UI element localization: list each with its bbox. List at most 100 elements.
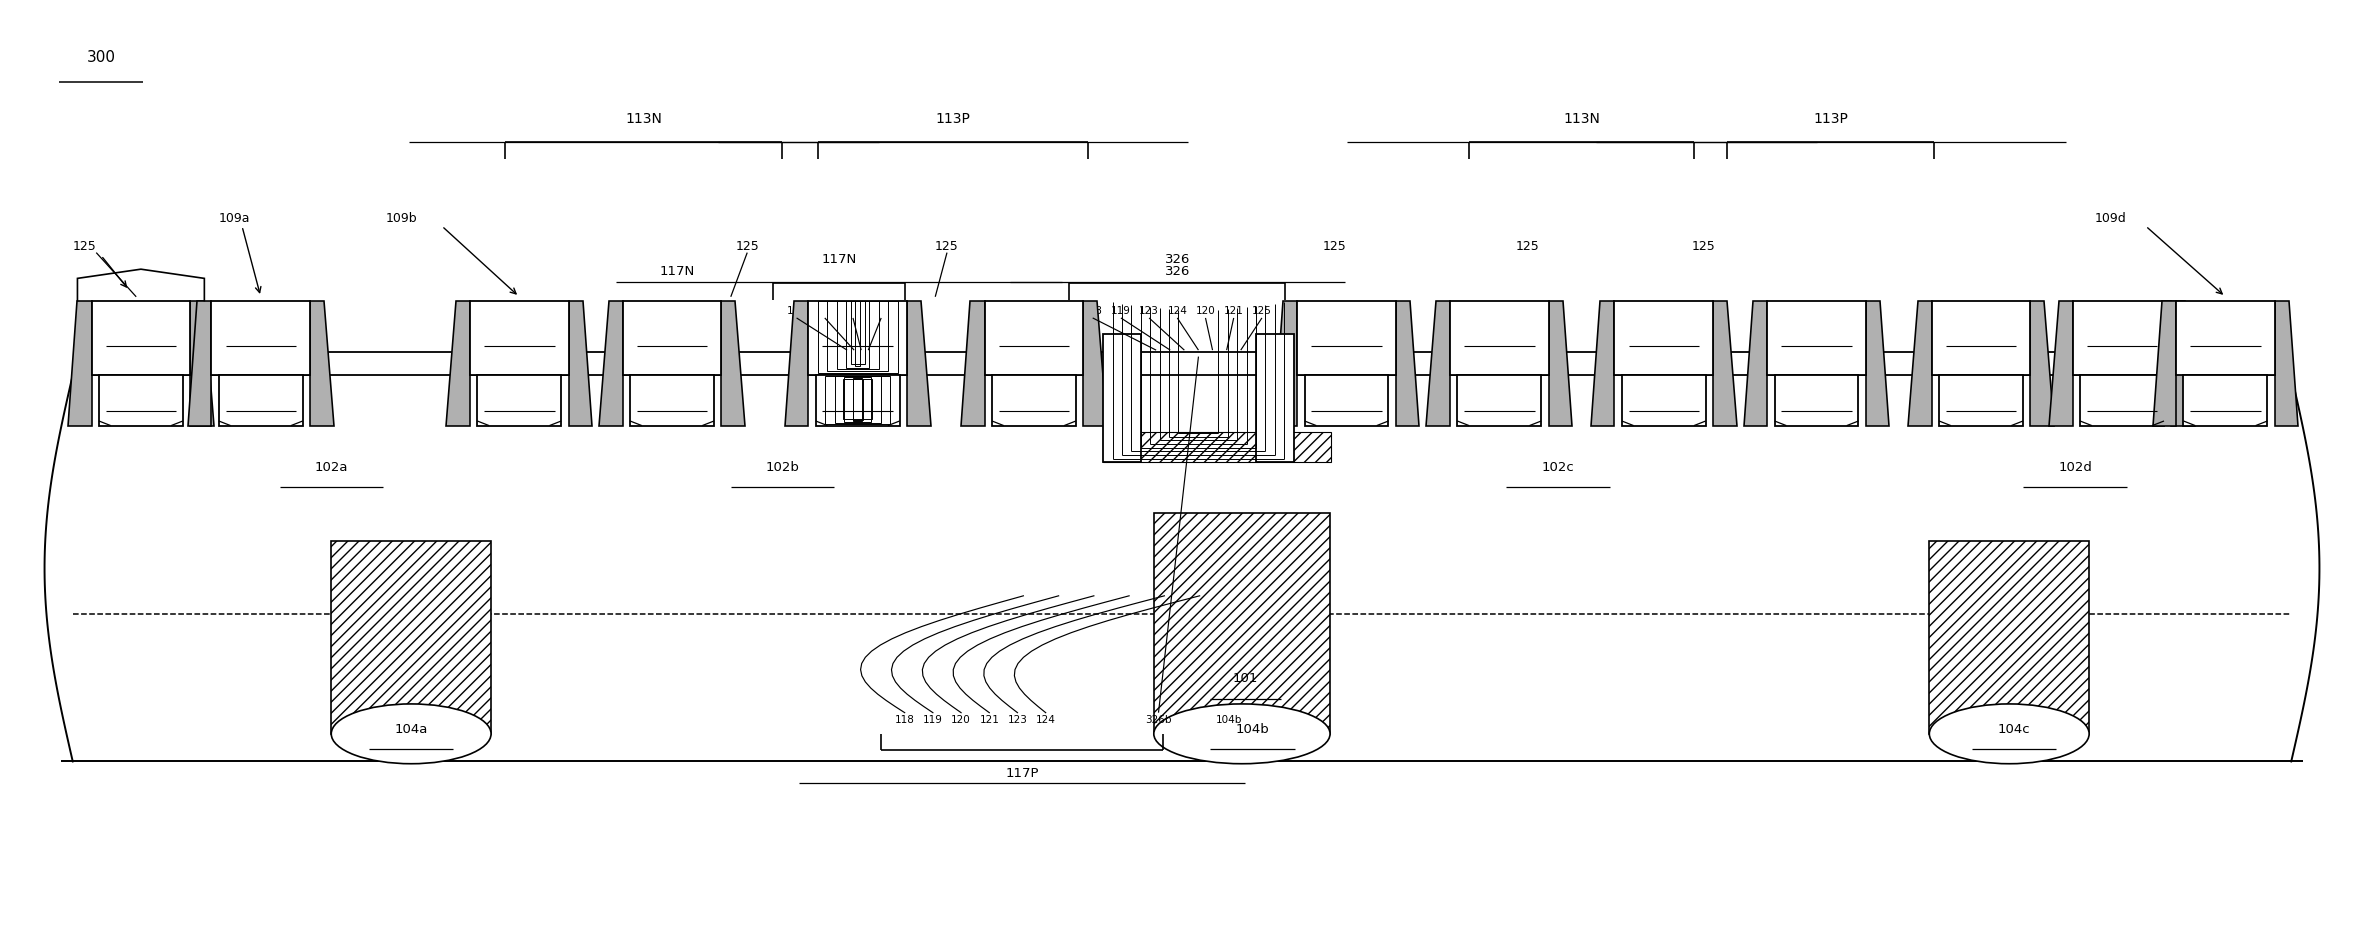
Text: 112: 112: [251, 395, 272, 405]
Text: 111: 111: [130, 330, 151, 339]
Bar: [1768, 302, 1865, 375]
Text: 111: 111: [2215, 330, 2236, 339]
Text: 125: 125: [1324, 240, 1347, 253]
Polygon shape: [2154, 302, 2177, 426]
Text: 104b: 104b: [1236, 723, 1269, 736]
Polygon shape: [1548, 302, 1572, 426]
Text: 113N: 113N: [1563, 112, 1600, 126]
Bar: [1929, 541, 2090, 734]
Text: 326: 326: [1165, 253, 1189, 266]
Text: 111: 111: [1655, 330, 1674, 339]
Bar: [470, 302, 570, 375]
Polygon shape: [1395, 302, 1418, 426]
Bar: [331, 541, 492, 734]
Text: 111: 111: [1336, 330, 1357, 339]
Text: 104b: 104b: [1215, 715, 1241, 725]
Text: 125: 125: [735, 240, 759, 253]
Text: 102d: 102d: [2059, 460, 2092, 474]
Bar: [1298, 302, 1395, 375]
Text: 112: 112: [662, 395, 681, 405]
Bar: [99, 375, 182, 426]
Text: 118: 118: [787, 305, 806, 316]
Text: 111: 111: [1024, 330, 1045, 339]
Bar: [1931, 302, 2031, 375]
Polygon shape: [598, 302, 622, 426]
Bar: [478, 375, 560, 426]
Text: 112: 112: [130, 395, 151, 405]
Bar: [1938, 375, 2024, 426]
Text: 117N: 117N: [660, 264, 695, 277]
Text: 112: 112: [1024, 395, 1045, 405]
Bar: [1775, 375, 1858, 426]
Bar: [808, 302, 908, 375]
Text: 124: 124: [1168, 305, 1187, 316]
Text: 123: 123: [1139, 305, 1158, 316]
Text: 121: 121: [1225, 305, 1243, 316]
Text: 326: 326: [1165, 264, 1189, 277]
Text: 111: 111: [2111, 330, 2132, 339]
Text: 117P: 117P: [1005, 767, 1038, 780]
Bar: [851, 302, 865, 364]
Text: 326b: 326b: [1144, 715, 1173, 725]
Text: 112: 112: [1655, 395, 1674, 405]
Text: 125: 125: [936, 240, 960, 253]
Text: 111: 111: [508, 330, 530, 339]
Polygon shape: [2031, 302, 2054, 426]
Bar: [631, 375, 714, 426]
Bar: [846, 302, 870, 368]
Polygon shape: [1745, 302, 1768, 426]
Polygon shape: [69, 302, 92, 426]
Text: 111: 111: [1972, 330, 1990, 339]
Polygon shape: [2173, 302, 2194, 426]
Text: 102a: 102a: [314, 460, 348, 474]
Text: 119: 119: [1111, 305, 1130, 316]
Text: 111: 111: [662, 330, 681, 339]
Bar: [983, 302, 1083, 375]
Bar: [834, 376, 882, 423]
Polygon shape: [1274, 302, 1298, 426]
Bar: [825, 375, 891, 424]
Bar: [1615, 302, 1714, 375]
Text: 125: 125: [1253, 305, 1272, 316]
Text: 112: 112: [2215, 395, 2236, 405]
Bar: [1305, 375, 1388, 426]
Text: 104c: 104c: [1998, 723, 2031, 736]
Text: 119: 119: [816, 305, 834, 316]
Text: 113P: 113P: [1813, 112, 1849, 126]
Text: 113P: 113P: [936, 112, 969, 126]
Bar: [1104, 333, 1142, 462]
Text: 123: 123: [844, 305, 863, 316]
Text: 300: 300: [87, 50, 116, 65]
Bar: [1456, 375, 1541, 426]
Text: 124: 124: [872, 305, 891, 316]
Bar: [993, 375, 1076, 426]
Text: 118: 118: [1083, 305, 1102, 316]
Ellipse shape: [1929, 704, 2090, 764]
Bar: [1449, 302, 1548, 375]
Bar: [853, 378, 863, 420]
Text: 112: 112: [2111, 395, 2132, 405]
Text: 112: 112: [508, 395, 530, 405]
Bar: [220, 375, 303, 426]
Polygon shape: [310, 302, 333, 426]
Bar: [844, 379, 872, 419]
Polygon shape: [1714, 302, 1738, 426]
Bar: [827, 302, 889, 372]
Text: 101: 101: [1232, 672, 1258, 686]
Text: 102c: 102c: [1541, 460, 1574, 474]
Text: 109d: 109d: [2095, 212, 2125, 225]
Bar: [2184, 375, 2267, 426]
Polygon shape: [1083, 302, 1106, 426]
Polygon shape: [570, 302, 591, 426]
Bar: [856, 302, 860, 366]
Polygon shape: [187, 302, 210, 426]
Bar: [816, 375, 901, 426]
Bar: [2080, 375, 2163, 426]
Polygon shape: [785, 302, 808, 426]
Polygon shape: [1908, 302, 1931, 426]
Polygon shape: [447, 302, 470, 426]
Text: 111: 111: [1806, 330, 1827, 339]
Text: 125: 125: [1515, 240, 1539, 253]
Text: 125: 125: [73, 240, 97, 253]
Polygon shape: [2274, 302, 2298, 426]
